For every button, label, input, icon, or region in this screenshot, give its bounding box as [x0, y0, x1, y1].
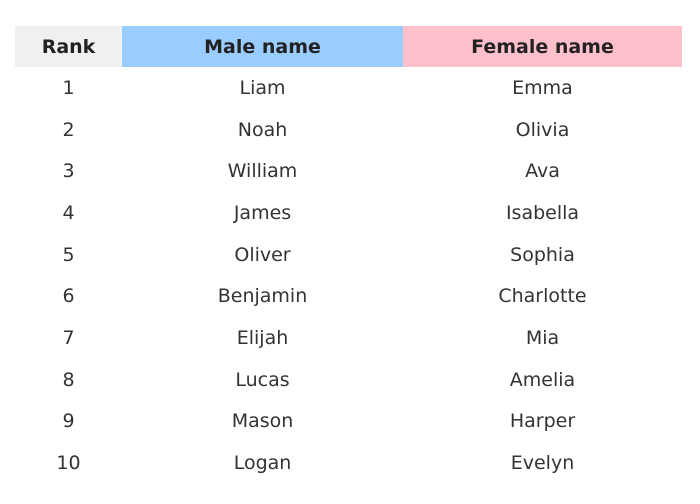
cell-female-name: Sophia: [510, 243, 575, 266]
names-table: Rank Male name Female name 1 Liam Emma 2 Noah O…: [15, 26, 682, 484]
cell-male-name: Mason: [231, 410, 294, 433]
cell-female-name: Emma: [512, 76, 573, 99]
cell-male-name: James: [233, 201, 292, 224]
cell-female-name: Charlotte: [498, 285, 587, 308]
cell-rank: 9: [62, 410, 75, 433]
cell-female-name: Mia: [525, 326, 560, 349]
cell-male-name: William: [227, 160, 298, 183]
cell-rank: 4: [62, 201, 75, 224]
cell-male-name: Logan: [233, 452, 292, 475]
cell-female-name: Evelyn: [510, 452, 575, 475]
cell-male-name: Lucas: [235, 368, 290, 391]
cell-female-name: Olivia: [515, 118, 570, 141]
cell-rank: 3: [62, 160, 75, 183]
table-row: 8 Lucas Amelia: [15, 359, 682, 401]
table-row: 9 Mason Harper: [15, 401, 682, 443]
cell-female-name: Amelia: [509, 368, 576, 391]
cell-rank: 10: [56, 452, 81, 475]
table-row: 7 Elijah Mia: [15, 317, 682, 359]
cell-male-name: Oliver: [234, 243, 291, 266]
cell-rank: 7: [62, 326, 75, 349]
cell-rank: 8: [62, 368, 75, 391]
header-male-name: Male name: [122, 26, 403, 67]
cell-rank: 6: [62, 285, 75, 308]
cell-male-name: Noah: [237, 118, 288, 141]
header-rank: Rank: [15, 26, 122, 67]
table-row: 1 Liam Emma: [15, 67, 682, 109]
table-row: 4 James Isabella: [15, 192, 682, 234]
header-female-name: Female name: [403, 26, 682, 67]
cell-female-name: Harper: [509, 410, 576, 433]
cell-rank: 2: [62, 118, 75, 141]
table-row: 6 Benjamin Charlotte: [15, 275, 682, 317]
cell-female-name: Ava: [525, 160, 560, 183]
table-row: 2 Noah Olivia: [15, 109, 682, 151]
cell-female-name: Isabella: [505, 201, 580, 224]
table-row: 3 William Ava: [15, 150, 682, 192]
cell-rank: 5: [62, 243, 75, 266]
cell-male-name: Liam: [239, 76, 286, 99]
cell-male-name: Elijah: [236, 326, 289, 349]
table-row: 10 Logan Evelyn: [15, 442, 682, 484]
cell-male-name: Benjamin: [217, 285, 308, 308]
header-row: Rank Male name Female name: [15, 26, 682, 67]
table-row: 5 Oliver Sophia: [15, 234, 682, 276]
cell-rank: 1: [62, 76, 75, 99]
